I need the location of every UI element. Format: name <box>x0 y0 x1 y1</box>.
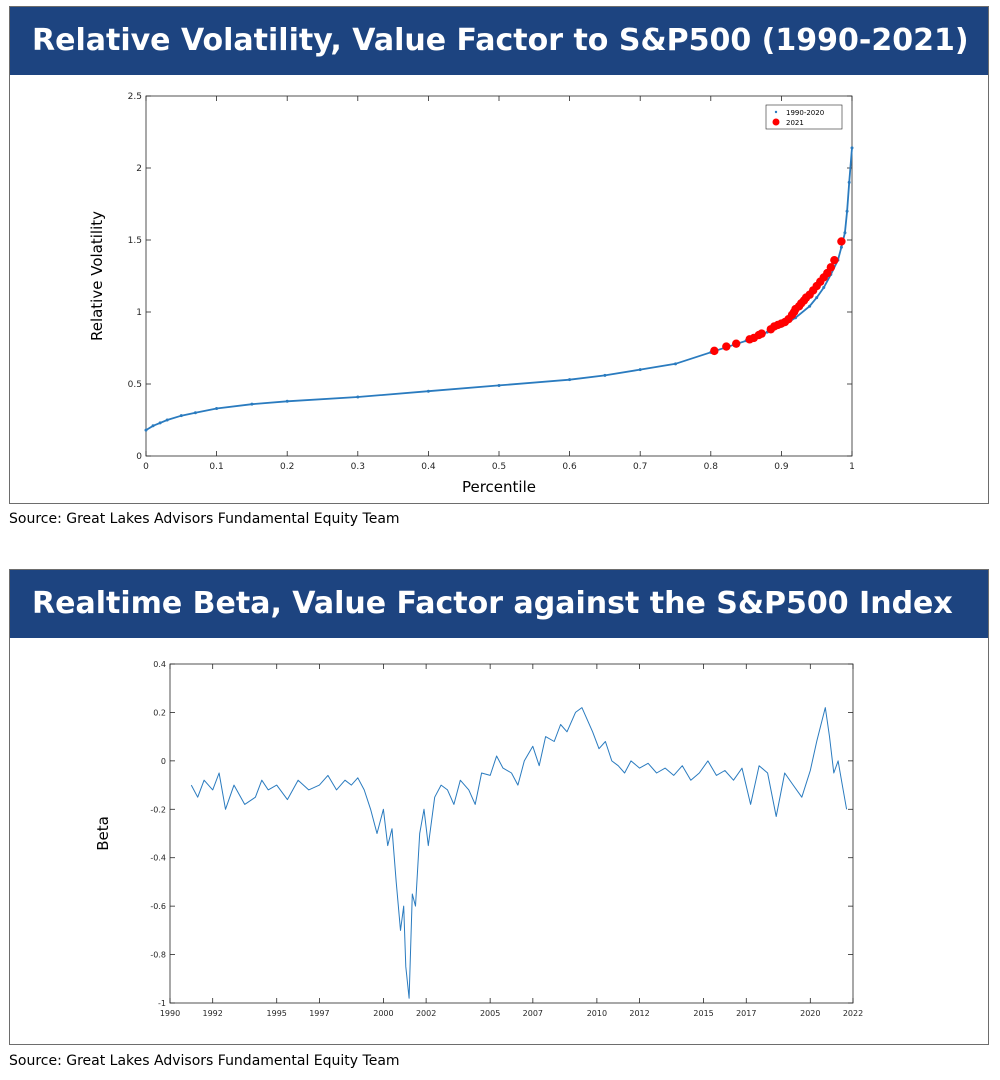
x-tick-label: 2017 <box>736 1009 756 1018</box>
x-tick-label: 0.4 <box>421 462 436 472</box>
y-tick-label: -0.4 <box>150 854 166 863</box>
y-tick-label: 1 <box>136 308 142 318</box>
y-tick-label: 0.2 <box>153 708 166 717</box>
y-axis-label: Relative Volatility <box>88 211 106 341</box>
x-tick-label: 1992 <box>203 1009 223 1018</box>
x-tick-label: 0.2 <box>280 462 294 472</box>
source-note: Source: Great Lakes Advisors Fundamental… <box>9 1053 400 1069</box>
y-tick-label: -0.8 <box>150 951 166 960</box>
x-tick-label: 2007 <box>523 1009 543 1018</box>
series-2021-point <box>757 329 766 338</box>
relative-volatility-panel: Relative Volatility, Value Factor to S&P… <box>9 6 989 504</box>
y-tick-label: -0.6 <box>150 902 166 911</box>
series-2021-point <box>732 339 741 348</box>
realtime-beta-chart: 1990 1992 1995 1997 2000 2002 2005 2007 2010 2012… <box>94 660 863 1018</box>
x-tick-label: 0.7 <box>633 462 647 472</box>
source-note: Source: Great Lakes Advisors Fundamental… <box>9 511 400 527</box>
y-tick-label: 0 <box>136 452 142 462</box>
beta-series-line <box>190 707 848 999</box>
x-tick-label: 0.6 <box>562 462 577 472</box>
panel-title: Relative Volatility, Value Factor to S&P… <box>10 7 988 75</box>
y-tick-label: -0.2 <box>150 805 166 814</box>
series-1990-2020-trace <box>145 147 853 431</box>
x-tick-label: 0.5 <box>492 462 506 472</box>
x-tick-label: 1995 <box>267 1009 287 1018</box>
series-2021-point <box>722 342 731 351</box>
x-tick-label: 0.9 <box>774 462 789 472</box>
y-tick-label: -1 <box>158 999 166 1008</box>
series-2021-point <box>710 346 719 356</box>
y-tick-label: 2.5 <box>128 92 142 102</box>
series-2021-point <box>826 263 836 272</box>
y-tick-label: 0.5 <box>128 380 142 390</box>
legend: 1990-2020 2021 <box>765 104 843 130</box>
x-tick-label: 1990 <box>160 1009 180 1018</box>
x-tick-label: 1997 <box>309 1009 329 1018</box>
x-axis-label: Percentile <box>462 478 536 496</box>
x-tick-label: 0.8 <box>704 462 719 472</box>
plot-area-frame <box>145 95 853 457</box>
x-tick-label: 2002 <box>416 1009 436 1018</box>
x-tick-label: 2000 <box>373 1009 393 1018</box>
x-tick-label: 2010 <box>587 1009 607 1018</box>
x-tick-label: 2020 <box>800 1009 820 1018</box>
y-tick-label: 0.4 <box>153 660 166 669</box>
plot-area-frame <box>169 663 854 1004</box>
x-tick-label: 2015 <box>693 1009 713 1018</box>
legend-marker-1990-2020 <box>774 110 778 114</box>
y-tick-label: 0 <box>161 757 166 766</box>
y-tick-label: 1.5 <box>128 236 142 246</box>
x-tick-label: 2012 <box>629 1009 649 1018</box>
y-axis-label: Beta <box>94 816 112 851</box>
x-tick-label: 0.1 <box>209 462 223 472</box>
y-tick-label: 2 <box>136 164 142 174</box>
legend-marker-2021 <box>772 118 780 126</box>
series-2021-point <box>837 237 846 246</box>
legend-box <box>765 104 843 130</box>
legend-label-1990-2020: 1990-2020 <box>786 109 824 117</box>
panel-title: Realtime Beta, Value Factor against the … <box>10 570 988 638</box>
x-tick-label: 1 <box>849 462 855 472</box>
realtime-beta-panel: Realtime Beta, Value Factor against the … <box>9 569 989 1045</box>
x-tick-label: 2005 <box>480 1009 500 1018</box>
legend-label-2021: 2021 <box>786 119 804 127</box>
relative-volatility-chart: 0 0.1 0.2 0.3 0.4 0.5 0.6 0.7 0.8 0.9 1 0 0.5 1 1.5 2 2.… <box>88 92 855 496</box>
x-tick-label: 0.3 <box>351 462 365 472</box>
x-tick-label: 0 <box>143 462 149 472</box>
x-tick-label: 2022 <box>843 1009 863 1018</box>
series-2021-point <box>830 255 839 265</box>
